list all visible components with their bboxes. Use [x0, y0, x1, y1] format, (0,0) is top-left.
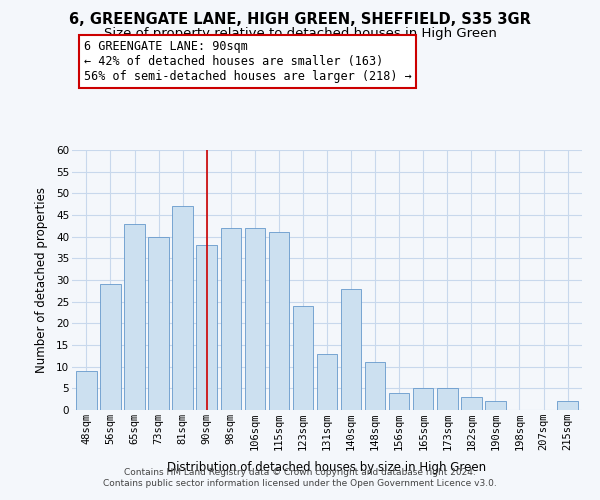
Bar	[172, 206, 193, 410]
Bar	[124, 224, 145, 410]
Bar	[485, 402, 506, 410]
Bar	[293, 306, 313, 410]
Y-axis label: Number of detached properties: Number of detached properties	[35, 187, 47, 373]
Text: 6, GREENGATE LANE, HIGH GREEN, SHEFFIELD, S35 3GR: 6, GREENGATE LANE, HIGH GREEN, SHEFFIELD…	[69, 12, 531, 28]
Bar	[341, 288, 361, 410]
Bar	[196, 246, 217, 410]
Bar	[76, 371, 97, 410]
Bar	[413, 388, 433, 410]
Bar	[100, 284, 121, 410]
Bar	[389, 392, 409, 410]
Bar	[557, 402, 578, 410]
Bar	[148, 236, 169, 410]
Text: Size of property relative to detached houses in High Green: Size of property relative to detached ho…	[104, 28, 496, 40]
Bar	[437, 388, 458, 410]
Bar	[245, 228, 265, 410]
Bar	[221, 228, 241, 410]
Bar	[269, 232, 289, 410]
Text: Contains HM Land Registry data © Crown copyright and database right 2024.
Contai: Contains HM Land Registry data © Crown c…	[103, 468, 497, 487]
Bar	[317, 354, 337, 410]
Bar	[365, 362, 385, 410]
Text: 6 GREENGATE LANE: 90sqm
← 42% of detached houses are smaller (163)
56% of semi-d: 6 GREENGATE LANE: 90sqm ← 42% of detache…	[84, 40, 412, 83]
Bar	[461, 397, 482, 410]
X-axis label: Distribution of detached houses by size in High Green: Distribution of detached houses by size …	[167, 462, 487, 474]
